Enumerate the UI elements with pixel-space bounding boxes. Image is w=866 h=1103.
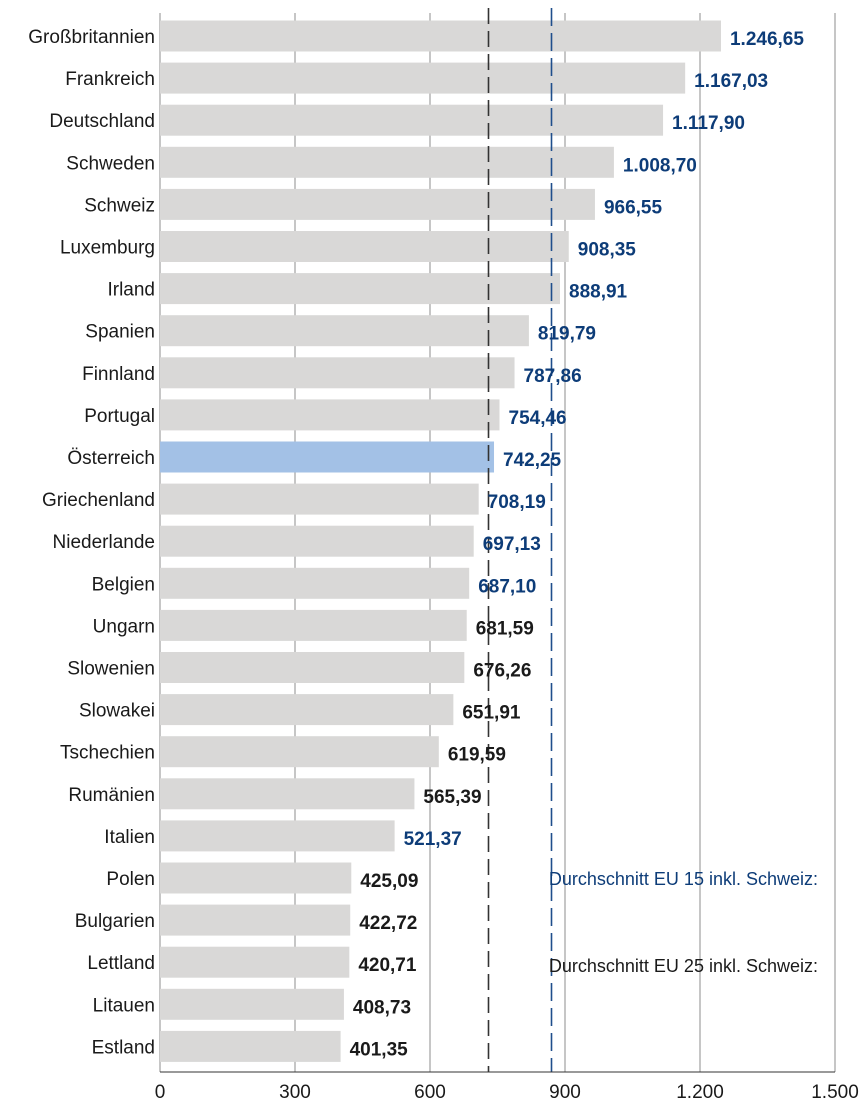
- value-label: 681,59: [476, 618, 534, 639]
- value-label: 908,35: [578, 240, 637, 261]
- category-label: Portugal: [84, 406, 155, 427]
- bar-23: [160, 988, 344, 1020]
- category-label: Großbritannien: [28, 27, 155, 48]
- reference-lines: [487, 8, 553, 1072]
- bar-11: [160, 483, 479, 515]
- reference-line-annotation: Durchschnitt EU 25 inkl. Schweiz:: [549, 956, 818, 976]
- value-label: 819,79: [538, 324, 596, 345]
- value-label: 1.117,90: [672, 113, 745, 134]
- value-label: 565,39: [423, 787, 481, 808]
- bar-15: [160, 652, 465, 683]
- value-label: 408,73: [353, 997, 411, 1018]
- category-label: Irland: [107, 280, 155, 301]
- value-label: 708,19: [488, 492, 546, 513]
- bar-3: [160, 146, 614, 178]
- value-label: 676,26: [473, 661, 531, 682]
- value-label: 422,72: [359, 913, 417, 934]
- x-tick-label: 600: [414, 1082, 446, 1103]
- value-label: 787,86: [524, 366, 582, 387]
- category-label: Österreich: [67, 448, 155, 469]
- category-label: Schweiz: [84, 195, 155, 216]
- bar-24: [160, 1030, 341, 1062]
- category-label: Tschechien: [60, 743, 155, 764]
- x-tick-label: 1.500: [811, 1082, 859, 1103]
- category-label: Frankreich: [65, 69, 155, 90]
- x-tick-label: 0: [155, 1082, 166, 1103]
- category-label: Niederlande: [53, 532, 155, 553]
- category-label: Estland: [92, 1037, 155, 1058]
- bar-17: [160, 736, 439, 768]
- x-tick-label: 300: [279, 1082, 311, 1103]
- category-label: Litauen: [93, 995, 155, 1016]
- bar-2: [160, 104, 664, 136]
- bar-5: [160, 231, 569, 262]
- value-label: 521,37: [404, 829, 462, 850]
- bar-8: [160, 357, 515, 389]
- category-label: Finnland: [82, 364, 155, 385]
- value-label: 1.167,03: [694, 71, 768, 92]
- bar-4: [160, 188, 595, 220]
- category-label: Belgien: [92, 574, 155, 595]
- value-label: 425,09: [360, 871, 418, 892]
- category-label: Lettland: [87, 953, 155, 974]
- x-tick-label: 1.200: [676, 1082, 724, 1103]
- bars: [160, 20, 721, 1062]
- value-label: 754,46: [509, 408, 567, 429]
- bar-0: [160, 20, 721, 52]
- category-label: Schweden: [66, 153, 155, 174]
- category-label: Griechenland: [42, 490, 155, 511]
- bar-7: [160, 315, 529, 347]
- category-label: Bulgarien: [75, 911, 155, 932]
- x-axis: 0 300 600 900 1.200 1.500: [155, 1071, 859, 1103]
- category-label: Slowakei: [79, 701, 155, 722]
- bar-14: [160, 609, 467, 641]
- category-label: Spanien: [85, 322, 155, 343]
- bar-1: [160, 62, 686, 94]
- category-label: Slowenien: [67, 659, 155, 680]
- category-label: Italien: [104, 827, 155, 848]
- value-label: 401,35: [350, 1039, 409, 1060]
- value-label: 742,25: [503, 450, 562, 471]
- category-label: Luxemburg: [60, 238, 155, 259]
- value-label: 687,10: [478, 576, 536, 597]
- category-label: Deutschland: [49, 111, 155, 132]
- value-label: 420,71: [358, 955, 417, 976]
- bar-16: [160, 694, 454, 726]
- category-label: Polen: [106, 869, 155, 890]
- bar-19: [160, 820, 395, 852]
- bar-20: [160, 862, 352, 894]
- reference-line-annotation: Durchschnitt EU 15 inkl. Schweiz:: [549, 869, 818, 889]
- value-label: 966,55: [604, 197, 663, 218]
- value-label: 1.246,65: [730, 29, 804, 50]
- value-label: 888,91: [569, 282, 628, 303]
- value-label: 1.008,70: [623, 155, 697, 176]
- bar-12: [160, 525, 474, 557]
- bar-13: [160, 567, 470, 599]
- labels: Großbritannien 1.246,65 Frankreich 1.167,03…: [28, 27, 818, 1060]
- value-label: 619,59: [448, 745, 506, 766]
- bar-18: [160, 778, 415, 810]
- value-label: 697,13: [483, 534, 541, 555]
- bar-21: [160, 904, 351, 936]
- category-label: Rumänien: [68, 785, 155, 806]
- bar-6: [160, 273, 561, 305]
- value-label: 651,91: [462, 703, 521, 724]
- bar-10: [160, 441, 495, 473]
- x-tick-label: 900: [549, 1082, 581, 1103]
- bar-22: [160, 946, 350, 978]
- bar-9: [160, 399, 500, 431]
- category-label: Ungarn: [93, 616, 155, 637]
